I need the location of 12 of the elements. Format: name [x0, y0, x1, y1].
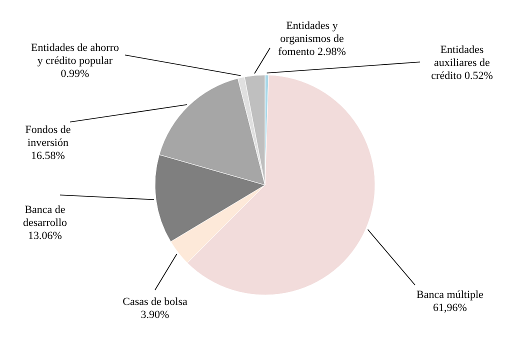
data-label: 61,96%: [433, 302, 467, 314]
slice-label: Entidades auxiliares de crédito 0.52%: [431, 44, 493, 82]
data-label: 13.06%: [28, 230, 62, 242]
slice-label: Fondos de inversión: [25, 124, 71, 149]
data-label: 16.58%: [31, 150, 65, 162]
slice-label: Banca múltiple: [416, 289, 484, 301]
slice-label: Entidades y organismos de fomento 2.98%: [278, 20, 346, 58]
slice-label: Banca de desarrollo: [23, 204, 68, 229]
slice-label: Entidades de ahorro y crédito popular: [31, 42, 120, 67]
data-label: 0.99%: [60, 68, 90, 80]
slice-label: Casas de bolsa: [122, 296, 188, 308]
data-label: 3.90%: [140, 309, 170, 321]
